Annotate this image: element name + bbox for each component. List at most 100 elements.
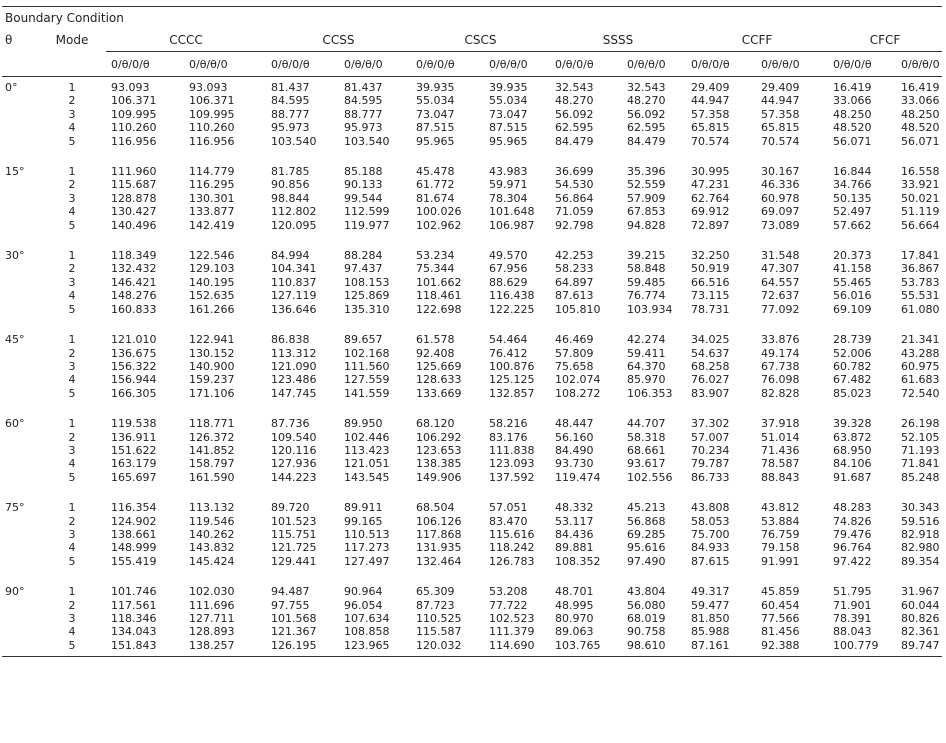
value-cell: 118.346 bbox=[111, 612, 157, 625]
value-cell: 126.783 bbox=[489, 554, 535, 568]
angle-cell bbox=[2, 373, 38, 386]
value-cell: 52.105 bbox=[901, 430, 940, 444]
value-cell: 67.853 bbox=[627, 205, 666, 219]
mode-cell: 4 bbox=[68, 121, 76, 135]
table-row: 60° 1 119.538 118.771 87.736 89.950 68.120 58.2… bbox=[2, 417, 942, 430]
value-cell: 73.047 bbox=[416, 107, 455, 121]
value-cell: 87.615 bbox=[691, 554, 730, 568]
value-cell: 127.711 bbox=[189, 612, 235, 625]
angle-cell bbox=[2, 515, 38, 528]
value-cell: 89.657 bbox=[344, 333, 383, 347]
value-cell: 29.409 bbox=[691, 81, 730, 94]
value-cell: 61.683 bbox=[901, 373, 940, 387]
value-cell: 122.225 bbox=[489, 302, 535, 316]
value-cell: 102.074 bbox=[555, 373, 601, 387]
mode-cell: 4 bbox=[68, 289, 76, 303]
value-cell: 16.558 bbox=[901, 165, 940, 179]
value-cell: 56.080 bbox=[627, 598, 666, 612]
value-cell: 85.248 bbox=[901, 470, 940, 484]
value-cell: 32.543 bbox=[555, 81, 594, 94]
value-cell: 30.995 bbox=[691, 165, 730, 179]
value-cell: 69.912 bbox=[691, 205, 730, 219]
value-cell: 57.358 bbox=[691, 107, 730, 121]
mode-cell: 1 bbox=[68, 81, 76, 94]
value-cell: 109.540 bbox=[271, 430, 317, 444]
value-cell: 135.310 bbox=[344, 302, 390, 316]
angle-cell bbox=[2, 639, 38, 652]
value-cell: 36.867 bbox=[901, 262, 940, 276]
value-cell: 88.284 bbox=[344, 249, 383, 263]
value-cell: 16.419 bbox=[901, 81, 940, 94]
value-cell: 116.956 bbox=[111, 134, 157, 148]
value-cell: 103.540 bbox=[271, 134, 317, 148]
mode-column-header: Mode bbox=[55, 33, 89, 47]
value-cell: 108.352 bbox=[555, 554, 601, 568]
angle-cell bbox=[2, 276, 38, 289]
theta-column-header: θ bbox=[5, 33, 13, 47]
mode-cell: 3 bbox=[68, 275, 76, 289]
value-cell: 84.479 bbox=[627, 134, 666, 148]
value-cell: 111.960 bbox=[111, 165, 157, 179]
value-cell: 120.032 bbox=[416, 638, 462, 652]
value-cell: 82.361 bbox=[901, 625, 940, 639]
value-cell: 30.343 bbox=[901, 501, 940, 515]
value-cell: 89.720 bbox=[271, 501, 310, 515]
value-cell: 118.461 bbox=[416, 289, 462, 303]
value-cell: 123.653 bbox=[416, 443, 462, 457]
value-cell: 88.777 bbox=[271, 107, 310, 121]
value-cell: 102.168 bbox=[344, 346, 390, 360]
value-cell: 60.454 bbox=[761, 598, 800, 612]
value-cell: 42.274 bbox=[627, 333, 666, 347]
value-cell: 143.832 bbox=[189, 541, 235, 555]
table-body: 0° 1 93.093 93.093 81.437 81.437 39.935 39.935 3… bbox=[2, 77, 942, 656]
value-cell: 84.490 bbox=[555, 443, 594, 457]
value-cell: 106.353 bbox=[627, 386, 673, 400]
value-cell: 94.487 bbox=[271, 585, 310, 599]
mode-cell: 3 bbox=[68, 359, 76, 373]
value-cell: 117.561 bbox=[111, 598, 157, 612]
value-cell: 92.388 bbox=[761, 638, 800, 652]
value-cell: 106.987 bbox=[489, 218, 535, 232]
value-cell: 123.486 bbox=[271, 373, 317, 387]
value-cell: 55.531 bbox=[901, 289, 940, 303]
value-cell: 76.759 bbox=[761, 527, 800, 541]
value-cell: 166.305 bbox=[111, 386, 157, 400]
mode-cell: 1 bbox=[68, 585, 76, 599]
value-cell: 111.696 bbox=[189, 598, 235, 612]
value-cell: 120.116 bbox=[271, 443, 317, 457]
mode-cell: 3 bbox=[68, 107, 76, 121]
value-cell: 45.478 bbox=[416, 165, 455, 179]
sequence-header: 0/θ/0/θ bbox=[416, 57, 455, 71]
value-cell: 87.515 bbox=[416, 121, 455, 135]
value-cell: 149.906 bbox=[416, 470, 462, 484]
value-cell: 127.119 bbox=[271, 289, 317, 303]
value-cell: 127.497 bbox=[344, 554, 390, 568]
value-cell: 140.900 bbox=[189, 359, 235, 373]
mode-cell: 2 bbox=[68, 598, 76, 612]
value-cell: 103.765 bbox=[555, 638, 601, 652]
value-cell: 84.479 bbox=[555, 134, 594, 148]
value-cell: 151.622 bbox=[111, 443, 157, 457]
angle-cell bbox=[2, 555, 38, 568]
value-cell: 89.354 bbox=[901, 554, 940, 568]
mode-cell: 5 bbox=[68, 386, 76, 400]
value-cell: 148.276 bbox=[111, 289, 157, 303]
value-cell: 56.092 bbox=[555, 107, 594, 121]
value-cell: 56.664 bbox=[901, 218, 940, 232]
value-cell: 82.828 bbox=[761, 386, 800, 400]
value-cell: 95.965 bbox=[416, 134, 455, 148]
value-cell: 69.109 bbox=[833, 302, 872, 316]
value-cell: 100.876 bbox=[489, 359, 535, 373]
value-cell: 65.815 bbox=[761, 121, 800, 135]
angle-cell: 30° bbox=[5, 249, 25, 263]
value-cell: 116.438 bbox=[489, 289, 535, 303]
value-cell: 140.496 bbox=[111, 218, 157, 232]
value-cell: 158.797 bbox=[189, 457, 235, 471]
value-cell: 160.833 bbox=[111, 302, 157, 316]
value-cell: 118.771 bbox=[189, 417, 235, 431]
table-row: 3 118.346 127.711 101.568 107.634 110.525 102.… bbox=[2, 612, 942, 625]
value-cell: 123.093 bbox=[489, 457, 535, 471]
value-cell: 103.540 bbox=[344, 134, 390, 148]
mode-cell: 4 bbox=[68, 625, 76, 639]
